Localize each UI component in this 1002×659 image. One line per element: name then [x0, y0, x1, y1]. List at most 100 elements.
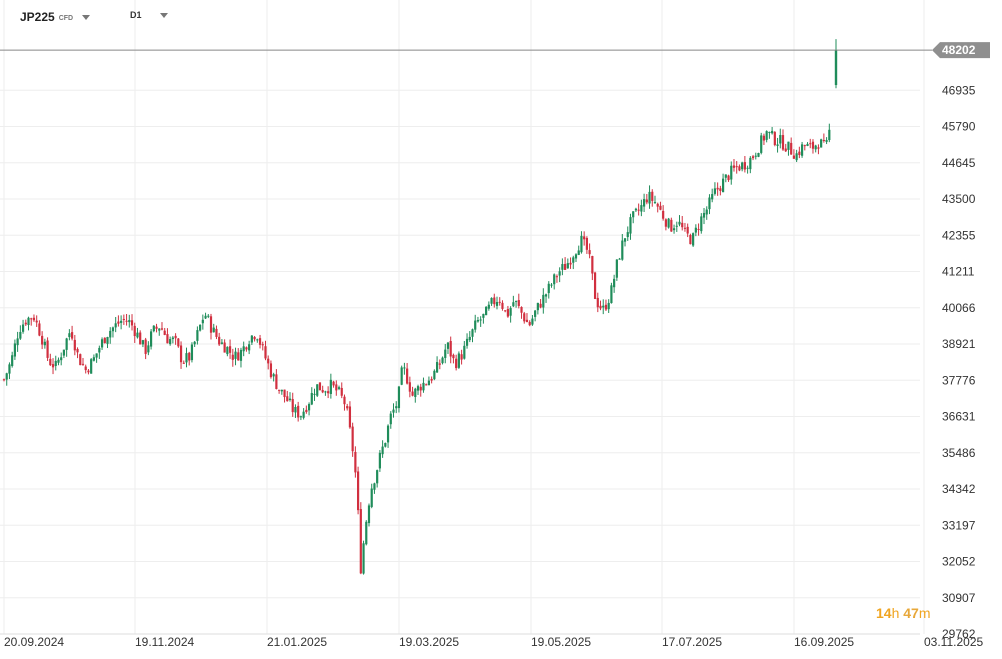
candle-body: [667, 218, 670, 228]
candle-body: [30, 318, 33, 320]
candle-body: [152, 325, 155, 332]
candle-body: [2, 379, 6, 381]
candle-body: [269, 363, 273, 378]
candle-body: [604, 304, 608, 310]
current-price-label: 48202: [942, 43, 976, 57]
candle-body: [207, 315, 210, 317]
candle-body: [471, 329, 474, 337]
x-tick-label: 03.11.2025: [924, 635, 983, 649]
candle-body: [757, 152, 760, 157]
current-price-tag: [932, 42, 990, 59]
candle-body: [648, 191, 651, 204]
candle-body: [803, 145, 806, 147]
candle-body: [583, 236, 586, 240]
candle-body: [738, 166, 741, 171]
candle-body: [564, 263, 567, 270]
candle-body: [378, 452, 381, 469]
candle-body: [534, 310, 537, 317]
current-price-line: 48202: [0, 42, 990, 59]
candle-body: [683, 227, 687, 229]
y-tick-label: 43500: [942, 192, 976, 206]
x-axis: 20.09.2024 19.11.2024 21.01.2025 19.03.2025…: [4, 635, 983, 649]
candle-body: [463, 345, 466, 359]
candle-body: [100, 339, 104, 348]
candle-body: [566, 263, 569, 269]
candle-body: [762, 135, 766, 141]
timeframe-selector[interactable]: D1: [130, 10, 168, 20]
candle-body: [51, 364, 55, 368]
candle-body: [65, 338, 68, 350]
candle-body: [242, 346, 245, 352]
y-axis: 29762 30907 32052 33197 34342 35486 36631 37776…: [942, 83, 976, 641]
candle-body: [651, 191, 654, 201]
candle-body: [664, 219, 667, 227]
candle-body: [283, 389, 286, 398]
candle-body: [455, 358, 458, 369]
candle-body: [272, 374, 275, 377]
candle-body: [220, 342, 224, 344]
candle-body: [790, 142, 793, 155]
candle-body: [615, 259, 618, 278]
candle-body: [411, 391, 414, 396]
candle-countdown: 14h 47m: [876, 605, 931, 621]
candle-body: [332, 381, 335, 386]
candle-body: [670, 219, 673, 232]
candle-body: [795, 153, 798, 161]
candle-body: [318, 382, 322, 391]
symbol-selector[interactable]: JP225 CFD: [20, 10, 91, 24]
y-tick-label: 35486: [942, 446, 976, 460]
candle-body: [490, 297, 493, 304]
candle-body: [558, 271, 561, 276]
candle-body: [806, 143, 809, 146]
candle-body: [158, 328, 161, 331]
candle-body: [190, 344, 194, 361]
candle-body: [743, 162, 746, 170]
candle-body: [204, 315, 207, 319]
candle-body: [493, 297, 496, 305]
y-tick-label: 40066: [942, 301, 976, 315]
candle-body: [501, 302, 504, 309]
candle-body: [585, 237, 588, 250]
candle-body: [5, 373, 8, 380]
symbol-type: CFD: [58, 14, 74, 22]
candle-body: [267, 358, 270, 364]
candle-body: [248, 344, 251, 351]
candle-body: [779, 135, 782, 144]
y-tick-label: 32052: [942, 555, 976, 569]
candle-body: [54, 360, 57, 366]
candle-body: [460, 354, 463, 360]
candle-body: [487, 304, 490, 309]
candle-body: [231, 354, 234, 360]
candle-body: [618, 258, 621, 260]
candle-body: [141, 340, 145, 345]
candle-body: [468, 336, 471, 341]
candle-body: [724, 174, 727, 178]
candle-body: [316, 384, 319, 396]
candle-body: [16, 338, 19, 346]
candle-body: [109, 330, 112, 338]
candle-body: [84, 366, 87, 371]
candle-body: [41, 335, 44, 345]
candle-body: [8, 364, 11, 374]
candle-body: [245, 347, 248, 350]
candle-body: [294, 407, 297, 413]
candle-body: [354, 451, 357, 473]
candle-body: [106, 337, 109, 344]
candle-body: [209, 316, 213, 333]
candle-body: [114, 323, 117, 328]
candle-body: [555, 276, 559, 278]
candle-body: [305, 409, 308, 413]
candle-body: [403, 367, 406, 369]
candle-body: [444, 349, 447, 358]
candle-body: [735, 166, 738, 168]
candle-body: [286, 396, 289, 402]
candle-body: [76, 348, 79, 353]
candle-body: [32, 317, 36, 321]
candle-body: [634, 208, 638, 211]
y-tick-label: 36631: [942, 410, 976, 424]
candle-body: [525, 319, 529, 323]
candle-body: [474, 320, 477, 330]
candle-body: [136, 332, 139, 338]
countdown-minutes: 47: [903, 605, 919, 621]
